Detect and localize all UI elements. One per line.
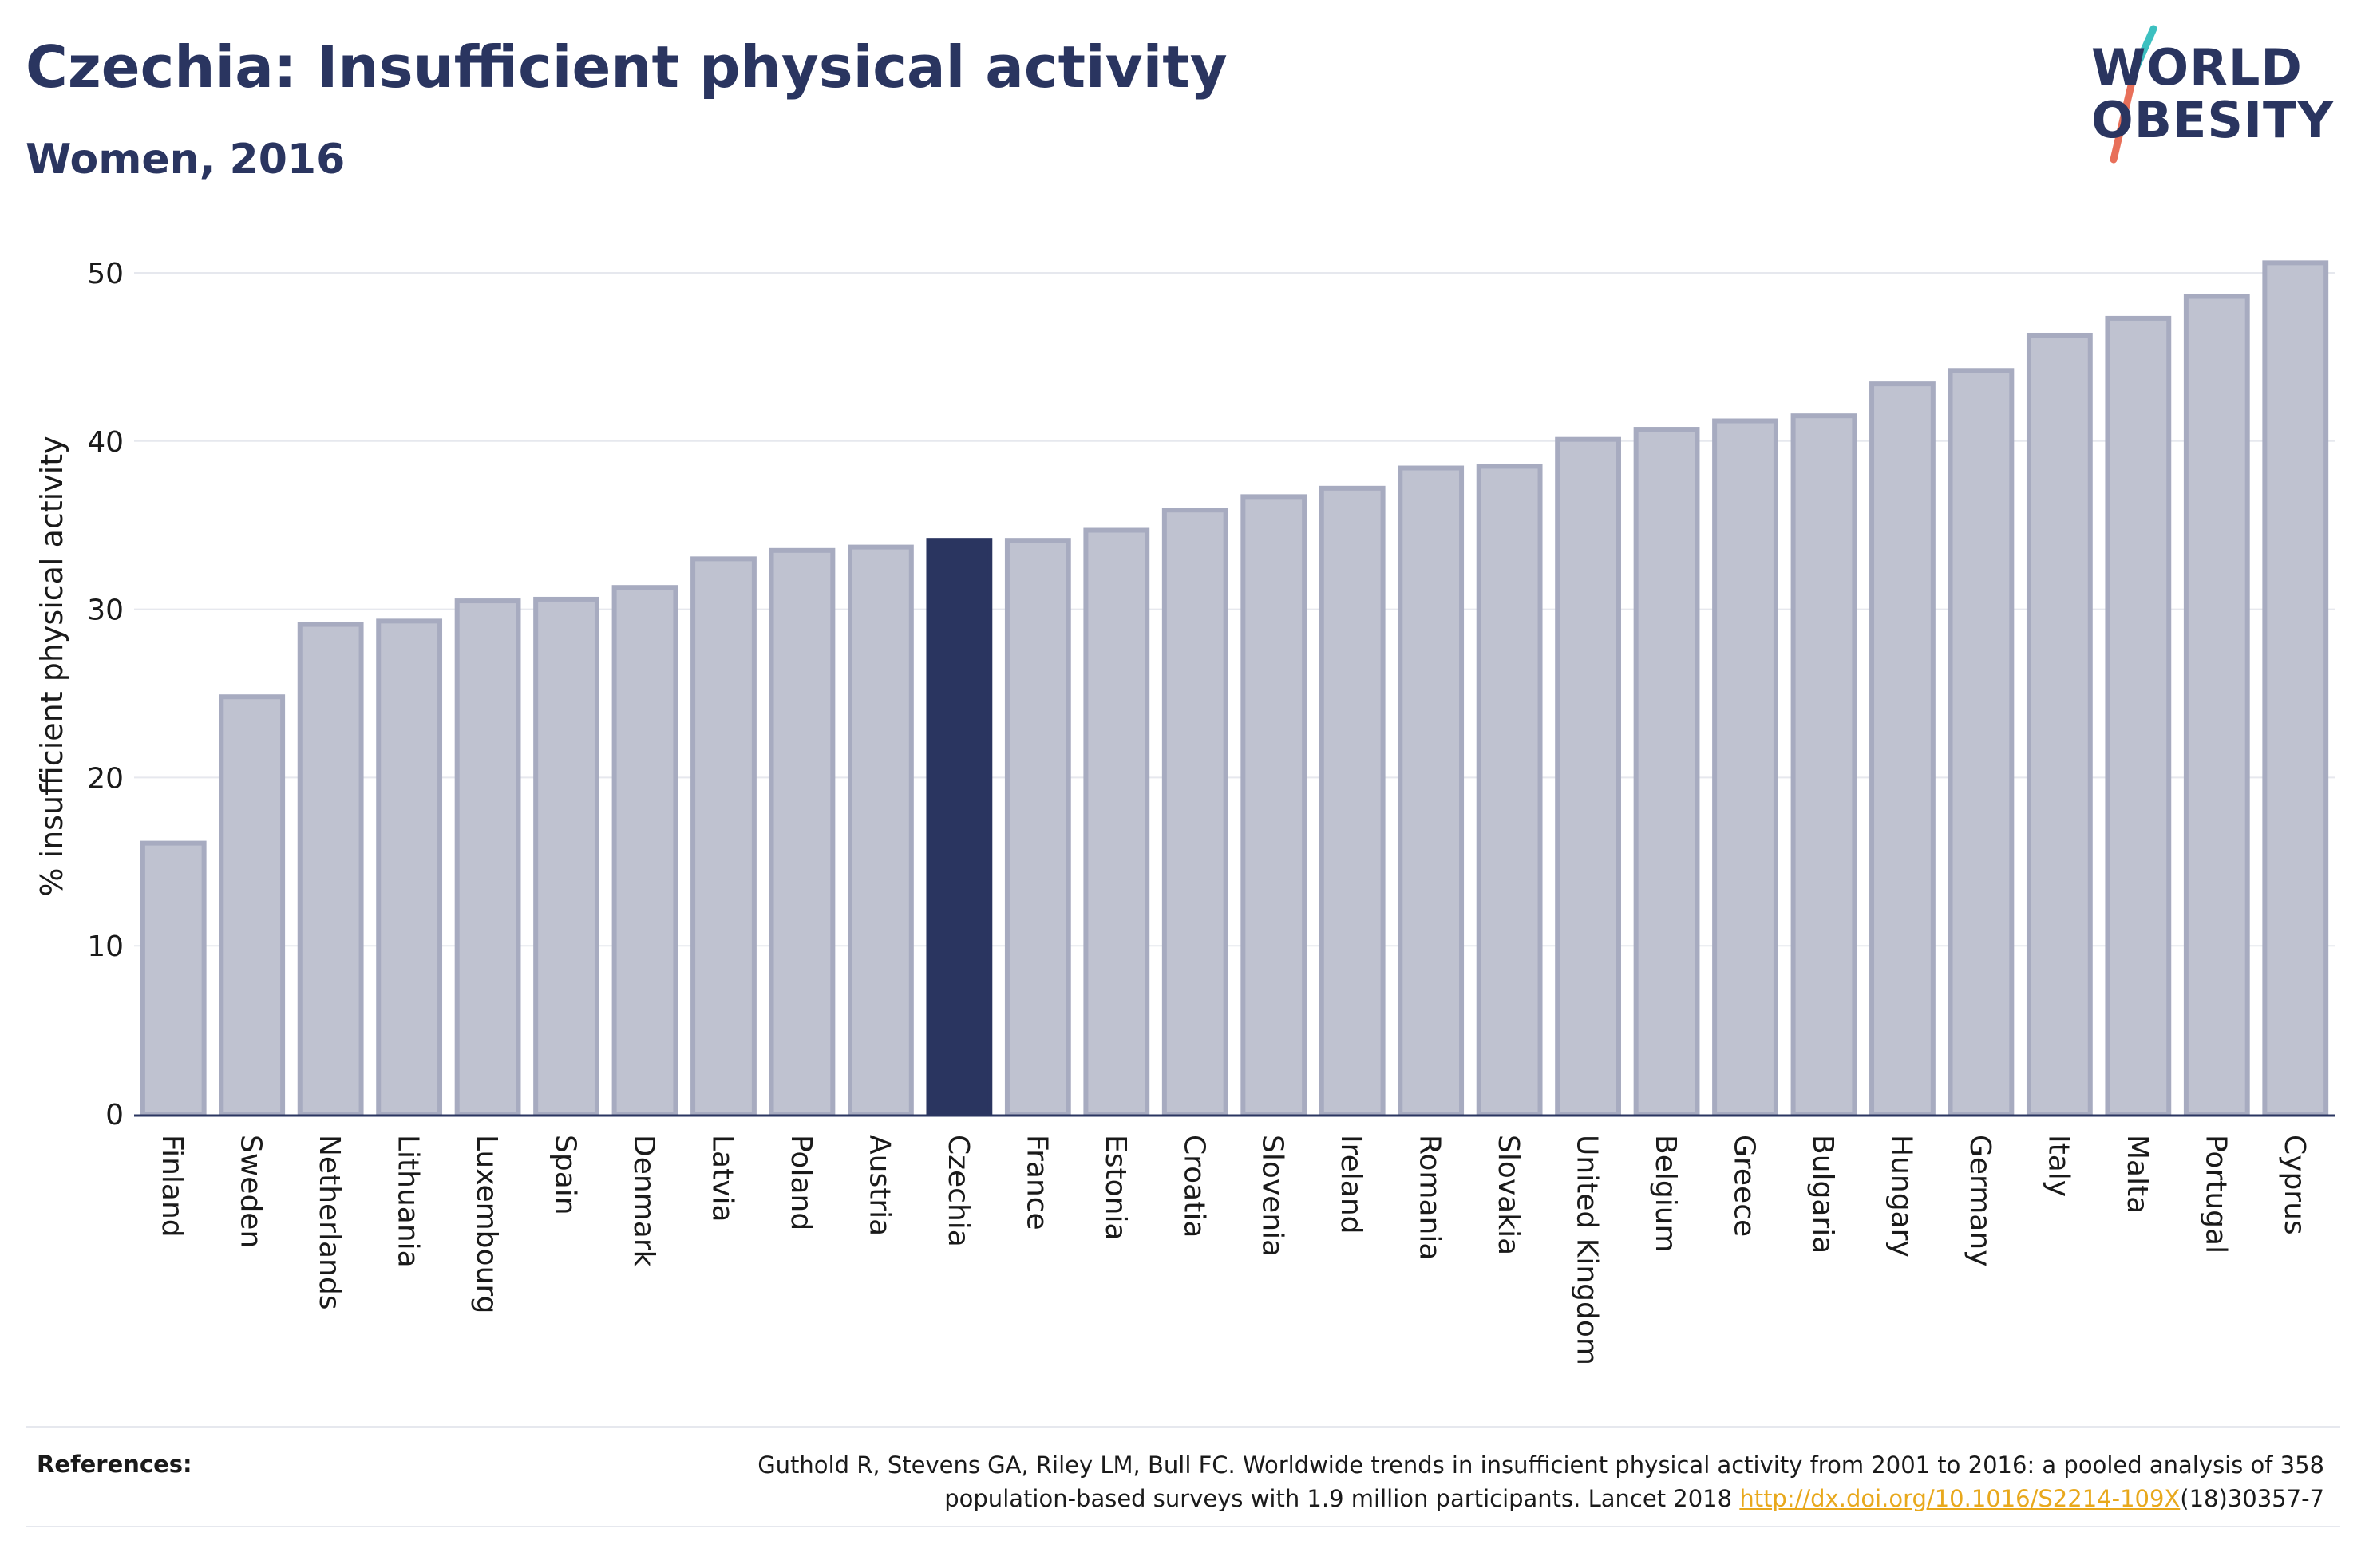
bar-croatia[interactable] [1161,508,1228,1116]
x-tick-label: Belgium [1649,1135,1682,1253]
bar-portugal[interactable] [2183,294,2250,1117]
bar-sweden[interactable] [219,694,286,1116]
references-divider-top [26,1426,2340,1428]
x-tick-label: Greece [1728,1135,1761,1237]
x-tick-label: Slovenia [1256,1135,1289,1257]
bar-netherlands[interactable] [297,622,364,1116]
bar-czechia[interactable] [926,538,993,1116]
y-tick-label: 0 [105,1099,124,1132]
x-tick-label: Croatia [1177,1135,1210,1238]
bar-malta[interactable] [2105,315,2172,1116]
x-tick-label: Romania [1414,1135,1446,1260]
bar-spain[interactable] [533,596,599,1116]
bar-latvia[interactable] [690,556,757,1116]
bar-slovenia[interactable] [1240,494,1307,1116]
x-tick-label: United Kingdom [1571,1135,1604,1365]
y-tick-label: 30 [87,594,124,627]
x-tick-label: Austria [863,1135,896,1236]
x-tick-label: Malta [2121,1135,2153,1214]
logo-text-world: WORLD [2091,38,2303,97]
bar-finland[interactable] [140,840,207,1117]
logo-slash-icon [2110,25,2157,164]
bar-united-kingdom[interactable] [1555,436,1621,1116]
x-tick-label: Denmark [627,1135,660,1267]
y-axis-label: % insufficient physical activity [34,436,69,896]
x-tick-label: Slovakia [1492,1135,1525,1255]
references-divider-bottom [26,1526,2340,1527]
y-tick-label: 40 [87,426,124,459]
reference-doi-link[interactable]: http://dx.doi.org/10.1016/S2214-109X [1739,1485,2181,1512]
x-tick-label: Czechia [942,1135,975,1247]
bar-italy[interactable] [2026,332,2093,1117]
y-tick-label: 10 [87,930,124,963]
bar-greece[interactable] [1712,418,1778,1116]
bar-belgium[interactable] [1633,427,1700,1116]
chart-subtitle: Women, 2016 [26,136,346,184]
references-text: Guthold R, Stevens GA, Riley LM, Bull FC… [488,1448,2324,1515]
bars [140,260,2329,1117]
y-tick-label: 20 [87,762,124,795]
bar-luxembourg[interactable] [454,598,521,1116]
bar-denmark[interactable] [611,585,678,1116]
x-tick-label: France [1020,1135,1053,1230]
bar-romania[interactable] [1398,465,1465,1116]
references-label: References: [37,1451,192,1478]
bar-cyprus[interactable] [2262,260,2329,1116]
chart-title: Czechia: Insufficient physical activity [26,34,1228,101]
bar-poland[interactable] [769,547,836,1116]
bar-lithuania[interactable] [376,618,443,1116]
x-tick-label: Cyprus [2278,1135,2311,1235]
x-tick-label: Netherlands [313,1135,346,1309]
x-tick-label: Hungary [1884,1135,1917,1258]
x-tick-label: Finland [156,1135,188,1238]
x-tick-label: Latvia [706,1135,738,1222]
bar-austria[interactable] [848,544,914,1116]
y-tick-label: 50 [87,258,124,290]
x-tick-label: Bulgaria [1806,1135,1839,1254]
x-tick-label: Poland [785,1135,817,1230]
reference-line-1: Guthold R, Stevens GA, Riley LM, Bull FC… [757,1451,2324,1479]
x-tick-label: Ireland [1335,1135,1367,1234]
bar-chart: 0 10 20 30 40 50 Finland Sweden Netherlands Lithu… [34,258,2335,1365]
bar-france[interactable] [1004,538,1071,1116]
bar-slovakia[interactable] [1476,464,1543,1116]
world-obesity-logo: WORLD OBESITY [2075,22,2347,166]
bar-bulgaria[interactable] [1790,413,1857,1116]
x-tick-label: Germany [1964,1135,1996,1266]
bar-germany[interactable] [1948,368,2015,1117]
x-tick-label: Estonia [1099,1135,1132,1241]
reference-line-2-start: population-based surveys with 1.9 millio… [944,1485,1740,1512]
bar-hungary[interactable] [1869,381,1936,1116]
x-tick-label: Spain [549,1135,582,1215]
x-tick-label: Lithuania [392,1135,425,1268]
bar-ireland[interactable] [1319,485,1386,1116]
x-tick-label: Sweden [235,1135,267,1248]
axes: 0 10 20 30 40 50 Finland Sweden Netherlands Lithu… [87,258,2335,1365]
bar-estonia[interactable] [1083,527,1150,1116]
x-tick-label: Luxembourg [470,1135,503,1313]
reference-line-2-end: (18)30357-7 [2180,1485,2324,1512]
x-tick-label: Portugal [2199,1135,2232,1254]
x-tick-label: Italy [2042,1135,2074,1197]
logo-text-obesity: OBESITY [2091,91,2335,149]
